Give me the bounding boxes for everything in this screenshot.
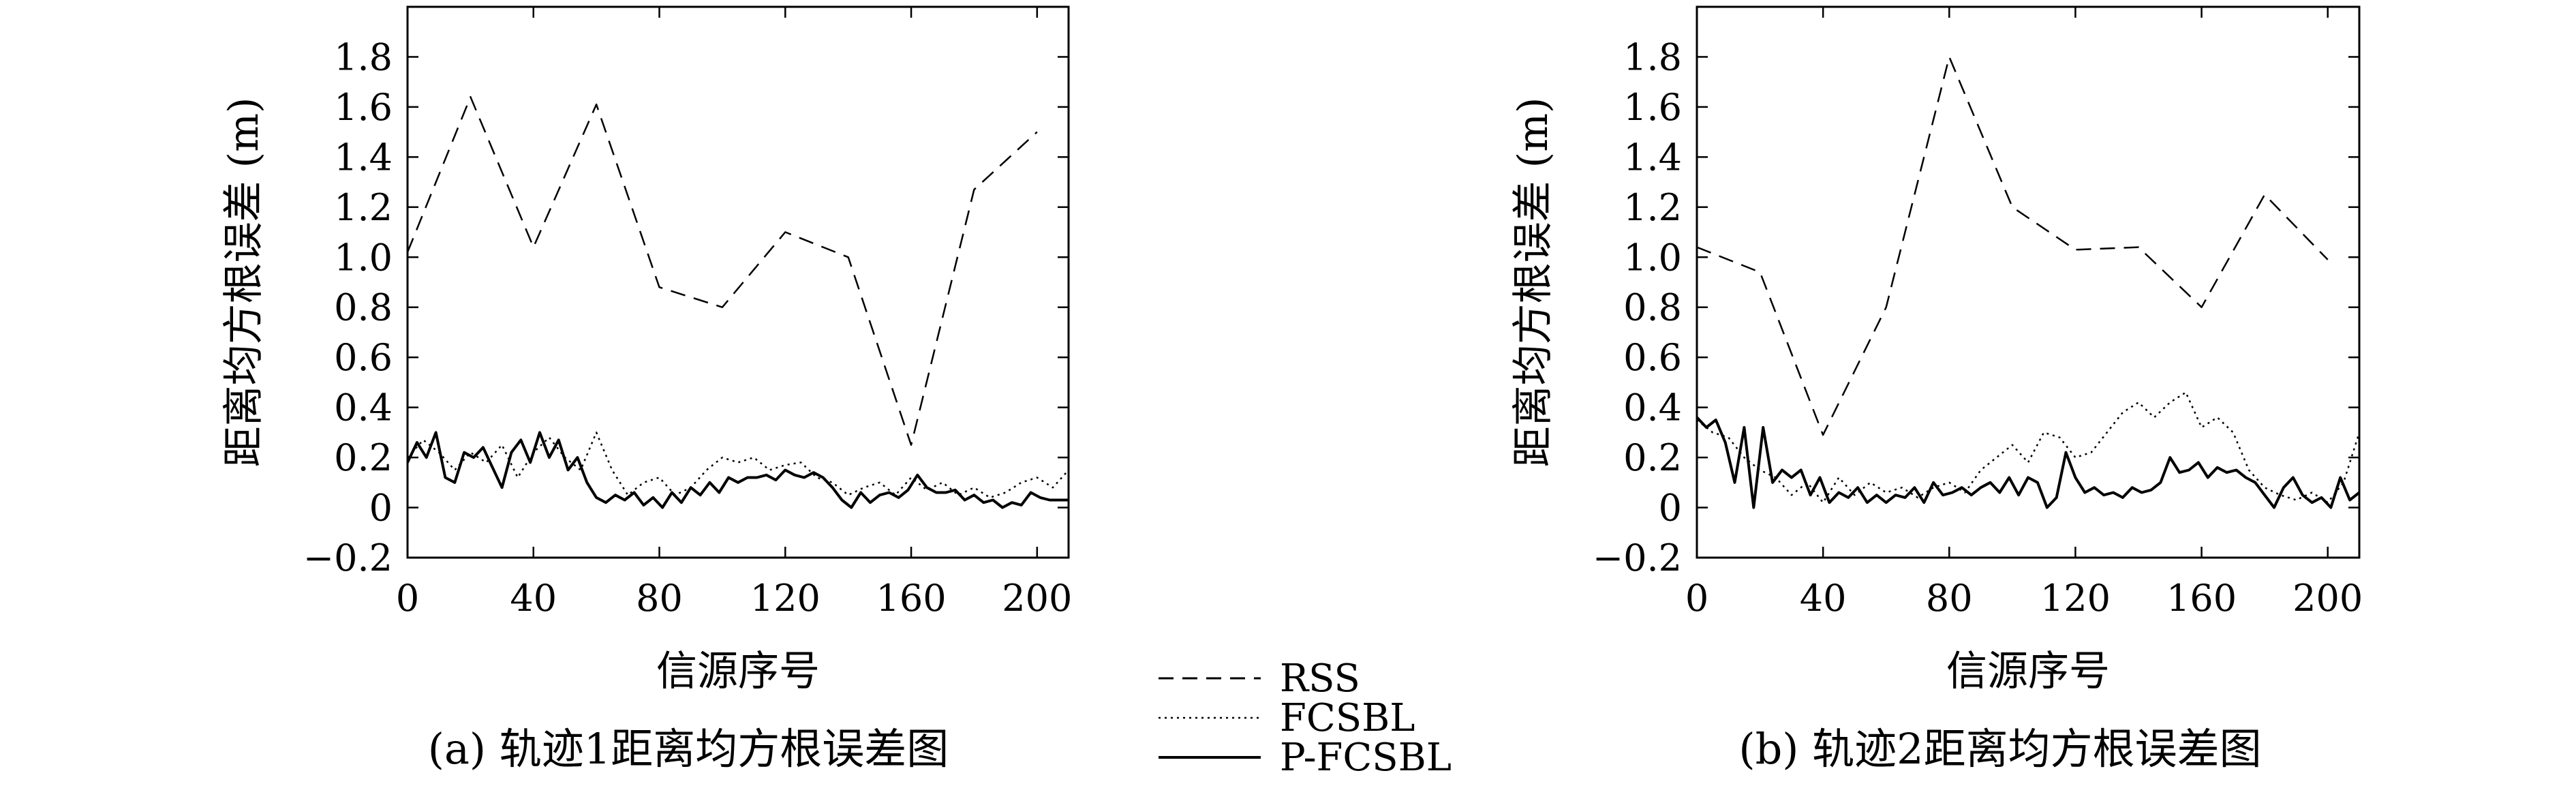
y-tick-label: 0 xyxy=(369,487,393,530)
y-tick-label: 0.4 xyxy=(334,387,393,429)
y-tick-label: 1.0 xyxy=(1623,236,1682,279)
y-tick-label: 1.2 xyxy=(334,186,393,229)
y-tick-label: 0.8 xyxy=(334,286,393,329)
x-tick-label: 200 xyxy=(2293,577,2363,620)
x-tick-label: 120 xyxy=(2040,577,2111,620)
y-tick-label: 1.4 xyxy=(1623,136,1682,179)
y-axis-title: 距离均方根误差 (m) xyxy=(220,97,268,468)
series-line-fcsbl xyxy=(1696,391,2361,504)
y-tick-label: 0.6 xyxy=(334,336,393,379)
legend-label-fcsbl: FCSBL xyxy=(1280,696,1415,740)
y-tick-label: 1.2 xyxy=(1623,186,1682,229)
x-tick-label: 40 xyxy=(510,577,557,620)
y-axis-title: 距离均方根误差 (m) xyxy=(1509,97,1557,468)
series-line-p-fcsbl xyxy=(1696,416,2361,509)
x-tick-label: 0 xyxy=(396,577,419,620)
x-tick-label: 120 xyxy=(750,577,821,620)
legend: RSS FCSBL P-FCSBL xyxy=(1159,656,1452,780)
chart-panel-a: 0 40 80 120 160 200−0.200.20.40.60.81.01.21.4… xyxy=(220,5,1072,774)
x-tick-label: 80 xyxy=(1926,577,1973,620)
y-tick-label: 0 xyxy=(1659,487,1682,530)
x-axis-title: 信源序号 xyxy=(656,648,820,695)
y-tick-label: 0.4 xyxy=(1623,387,1682,429)
y-tick-label: 1.8 xyxy=(334,35,393,78)
series-line-rss xyxy=(1696,56,2329,436)
x-tick-label: 160 xyxy=(2166,577,2237,620)
y-tick-label: 0.6 xyxy=(1623,336,1682,379)
y-tick-label: 0.2 xyxy=(334,436,393,479)
x-tick-label: 40 xyxy=(1800,577,1847,620)
x-tick-label: 200 xyxy=(1002,577,1072,620)
series-line-p-fcsbl xyxy=(406,431,1069,509)
chart-caption: (a) 轨迹1距离均方根误差图 xyxy=(428,724,949,774)
chart-caption: (b) 轨迹2距离均方根误差图 xyxy=(1738,724,2261,774)
y-tick-label: 0.8 xyxy=(1623,286,1682,329)
plot-frame xyxy=(406,5,1070,559)
x-tick-label: 160 xyxy=(876,577,947,620)
x-tick-label: 0 xyxy=(1685,577,1708,620)
series-line-rss xyxy=(406,95,1038,446)
y-tick-label: 1.6 xyxy=(1623,86,1682,129)
y-tick-label: 1.0 xyxy=(334,236,393,279)
y-tick-label: 0.2 xyxy=(1623,436,1682,479)
y-tick-label: −0.2 xyxy=(1593,536,1682,579)
y-tick-label: −0.2 xyxy=(303,536,393,579)
chart-panel-b: 0 40 80 120 160 200−0.200.20.40.60.81.01.21.4… xyxy=(1509,5,2363,774)
plot-frame xyxy=(1696,5,2361,559)
x-tick-label: 80 xyxy=(636,577,683,620)
legend-label-p-fcsbl: P-FCSBL xyxy=(1280,736,1452,780)
y-tick-label: 1.6 xyxy=(334,86,393,129)
legend-label-rss: RSS xyxy=(1280,656,1360,701)
y-tick-label: 1.4 xyxy=(334,136,393,179)
x-axis-title: 信源序号 xyxy=(1946,648,2110,695)
y-tick-label: 1.8 xyxy=(1623,35,1682,78)
